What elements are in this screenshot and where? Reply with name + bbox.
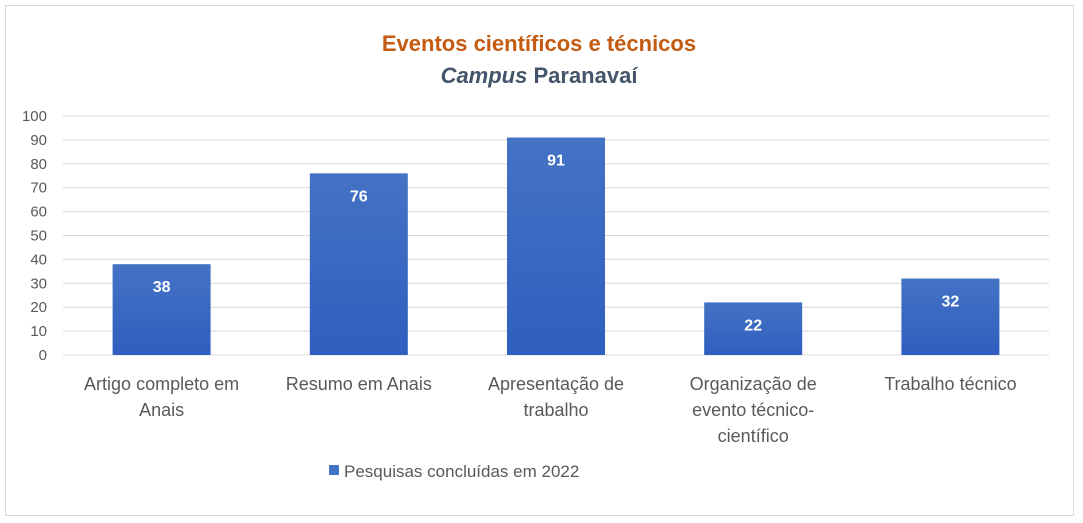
x-tick-label-line: Trabalho técnico: [884, 374, 1016, 394]
x-tick-label-line: científico: [718, 426, 789, 446]
data-label: 22: [744, 317, 762, 334]
x-tick-label-line: evento técnico-: [692, 400, 814, 420]
x-axis-labels: Artigo completo em Anais Resumo em Anais Ap…: [84, 374, 1017, 446]
y-tick-label: 70: [30, 180, 47, 197]
chart-subtitle-italic: Campus: [441, 63, 528, 88]
chart-title: Eventos científicos e técnicos: [382, 31, 696, 56]
x-tick-label: Organização de evento técnico-científico: [690, 374, 817, 446]
y-axis-ticks: 0 10 20 30 40 50 60 70 80 90 100: [22, 108, 47, 364]
legend: Pesquisas concluídas em 2022: [329, 462, 579, 481]
y-tick-label: 0: [39, 347, 47, 364]
bar: [704, 302, 803, 355]
x-tick-label: Artigo completo em Anais: [84, 374, 239, 420]
y-tick-label: 50: [30, 228, 47, 245]
data-label: 38: [153, 279, 171, 296]
bar: [309, 173, 408, 355]
legend-swatch: [329, 465, 339, 475]
data-label: 76: [350, 188, 368, 205]
x-tick-label-line: trabalho: [523, 400, 588, 420]
bar: [507, 137, 605, 355]
x-tick-label-line: Organização de: [690, 374, 817, 394]
y-tick-label: 80: [30, 156, 47, 173]
x-tick-label-line: Apresentação de: [488, 374, 624, 394]
y-tick-label: 100: [22, 108, 47, 125]
x-tick-label: Trabalho técnico: [884, 374, 1016, 394]
y-tick-label: 20: [30, 299, 47, 316]
y-tick-label: 10: [30, 323, 47, 340]
x-tick-label: Apresentação de trabalho: [488, 374, 624, 420]
x-tick-label-line: Resumo em Anais: [286, 374, 432, 394]
y-tick-label: 30: [30, 275, 47, 292]
bars: 38 76 91 22 32: [112, 137, 1000, 355]
x-tick-label: Resumo em Anais: [286, 374, 432, 394]
bar: [901, 278, 1000, 355]
bar: [112, 264, 211, 355]
legend-label: Pesquisas concluídas em 2022: [344, 462, 579, 481]
y-tick-label: 90: [30, 132, 47, 149]
chart-subtitle-rest: Paranavaí: [527, 63, 638, 88]
chart-subtitle: Campus Paranavaí: [441, 63, 639, 88]
x-tick-label-line: Anais: [139, 400, 184, 420]
data-label: 32: [942, 294, 960, 311]
x-tick-label-line: Artigo completo em: [84, 374, 239, 394]
y-tick-label: 40: [30, 251, 47, 268]
y-tick-label: 60: [30, 204, 47, 221]
data-label: 91: [547, 153, 565, 170]
